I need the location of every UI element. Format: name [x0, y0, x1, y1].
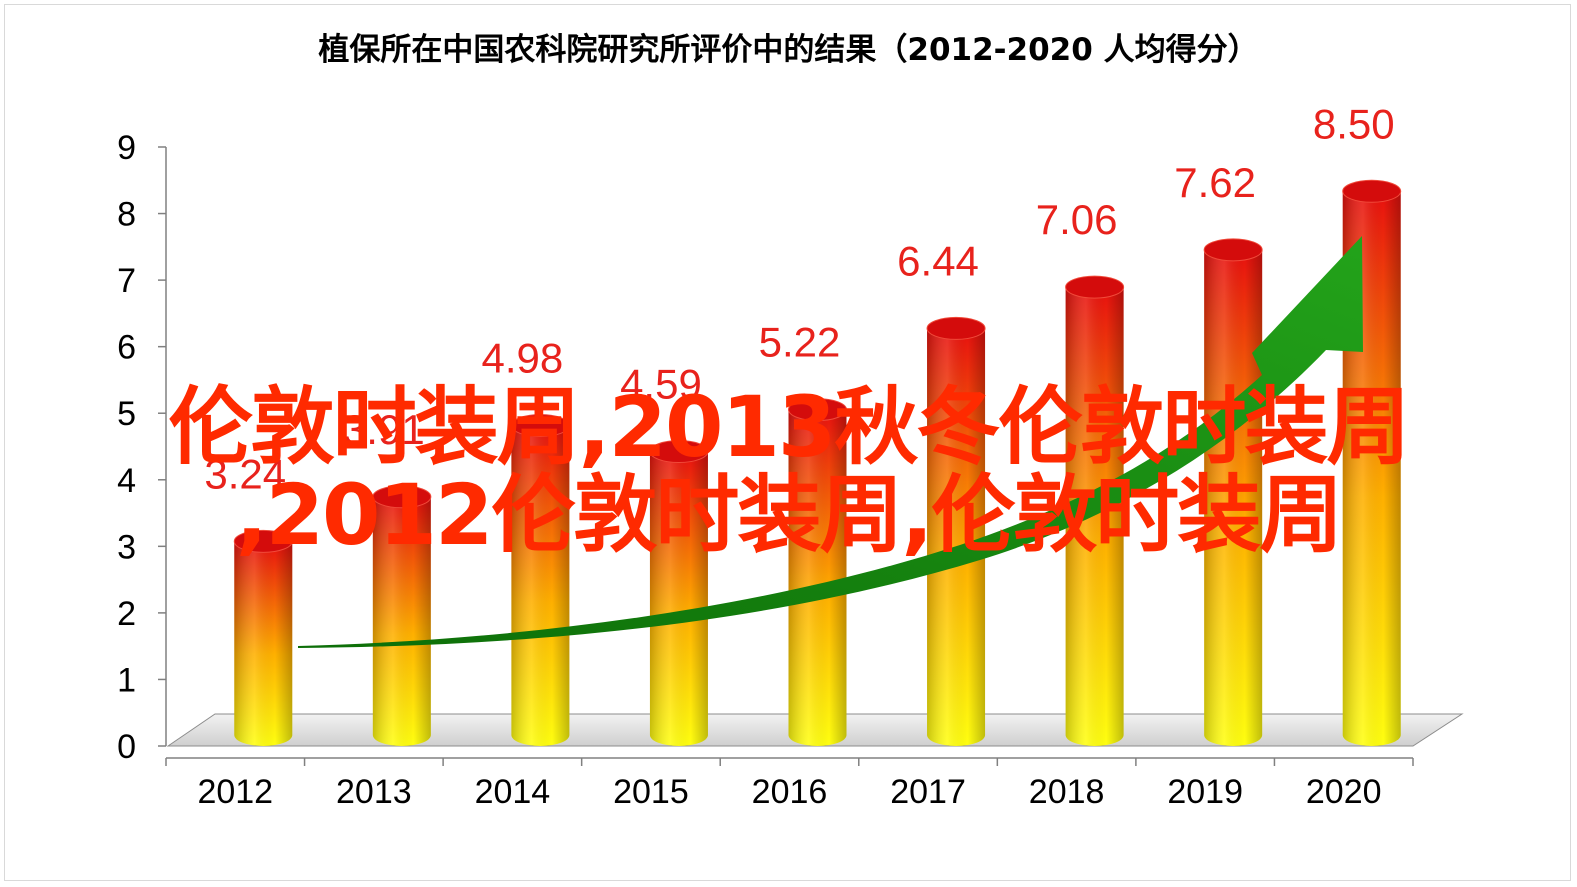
data-label: 8.50 [1313, 100, 1395, 147]
overlay-text-line-1: 伦敦时装周,2013秋冬伦敦时装周 [168, 378, 1411, 476]
y-tick-label: 2 [117, 595, 136, 633]
bar-shading [788, 409, 847, 746]
bar-top [233, 529, 293, 553]
data-label: 4.59 [620, 361, 702, 408]
data-label: 7.06 [1036, 196, 1118, 243]
y-tick-label: 9 [117, 129, 136, 167]
data-label: 7.62 [1174, 159, 1256, 206]
bar [649, 440, 709, 746]
bar-shading [511, 425, 570, 746]
y-tick-label: 0 [117, 728, 136, 766]
y-tick-label: 4 [117, 462, 136, 500]
data-label: 3.24 [204, 450, 286, 497]
bar-shading [372, 496, 431, 746]
bar-top [649, 440, 709, 464]
x-tick-label: 2020 [1306, 773, 1382, 811]
data-label: 5.22 [759, 319, 841, 366]
x-tick-label: 2014 [475, 773, 551, 811]
bar-shading [1204, 249, 1263, 746]
overlay-text-line-2: ,2012伦敦时装周,伦敦时装周 [235, 466, 1344, 564]
y-tick-label: 5 [117, 395, 136, 433]
bar [788, 398, 847, 746]
bar-shading [1065, 287, 1124, 746]
bar [926, 316, 986, 746]
y-tick-label: 1 [117, 661, 136, 699]
bar-shading [649, 451, 708, 746]
bar [372, 485, 432, 746]
x-tick-label: 2018 [1029, 773, 1105, 811]
chart-title: 植保所在中国农科院研究所评价中的结果（2012-2020 人均得分） [318, 32, 1259, 68]
bar-top [1203, 238, 1263, 262]
x-tick-label: 2015 [613, 773, 689, 811]
y-tick-label: 6 [117, 329, 136, 367]
y-tick-label: 3 [117, 528, 136, 566]
x-tick-label: 2019 [1167, 773, 1243, 811]
x-tick-label: 2012 [197, 773, 273, 811]
bar-top [372, 485, 432, 509]
bar [1203, 238, 1263, 746]
bar-top [1065, 275, 1125, 299]
bar-top [926, 316, 986, 340]
data-label: 6.44 [897, 237, 979, 284]
bar-shading [234, 541, 293, 746]
x-tick-label: 2013 [336, 773, 412, 811]
y-tick-label: 8 [117, 196, 136, 234]
bar [1065, 275, 1125, 746]
x-tick-label: 2016 [752, 773, 828, 811]
data-label: 4.98 [482, 335, 564, 382]
y-tick-label: 7 [117, 262, 136, 300]
bar-shading [927, 328, 986, 746]
bar [510, 414, 570, 746]
bar-top [1342, 179, 1402, 203]
x-tick-label: 2017 [890, 773, 966, 811]
bar-top [788, 398, 847, 422]
data-label: 3.91 [343, 406, 425, 453]
bar-top [510, 414, 570, 438]
bar [233, 529, 293, 746]
